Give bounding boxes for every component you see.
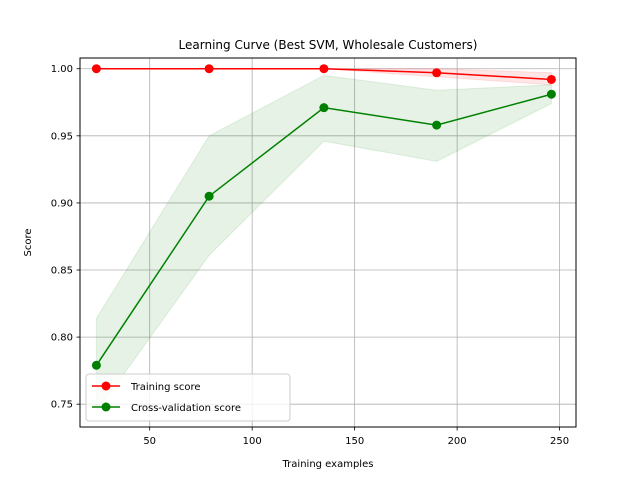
confidence-bands: [95, 68, 552, 414]
legend-marker-training: [101, 381, 111, 391]
series-1-point: [432, 120, 442, 130]
y-axis-title: Score: [23, 228, 34, 256]
series-points: [91, 64, 556, 370]
x-tick-label: 250: [550, 436, 569, 447]
series-0-point: [319, 64, 329, 74]
legend: Training score Cross-validation score: [85, 373, 291, 422]
y-tick-label: 0.75: [51, 400, 73, 411]
x-axis-title: Training examples: [282, 459, 374, 470]
x-tick-label: 50: [143, 436, 156, 447]
plot-area-frame: [79, 57, 577, 428]
x-tick-label: 150: [345, 436, 364, 447]
series-1-point: [546, 89, 556, 99]
series-0-point: [204, 64, 214, 74]
series-0-point: [432, 68, 442, 78]
series-0-point: [546, 74, 556, 84]
y-axis-ticks: 0.75 0.80 0.85 0.90 0.95 1.00: [51, 64, 80, 411]
chart-title: Learning Curve (Best SVM, Wholesale Cust…: [179, 38, 478, 52]
y-tick-label: 0.95: [51, 131, 73, 142]
series-1-point: [319, 103, 329, 113]
y-tick-label: 0.85: [51, 266, 73, 277]
legend-label-cv: Cross-validation score: [131, 403, 241, 414]
legend-box: [85, 373, 291, 422]
y-tick-label: 1.00: [51, 64, 73, 75]
y-tick-label: 0.90: [51, 198, 73, 209]
legend-marker-cv: [101, 402, 111, 412]
series-1-point: [204, 191, 214, 201]
x-tick-label: 100: [243, 436, 262, 447]
legend-label-training: Training score: [130, 382, 201, 393]
series-0-point: [91, 64, 101, 74]
series-1-band: [95, 74, 552, 414]
x-axis-ticks: 50 100 150 200 250: [143, 427, 569, 447]
y-tick-label: 0.80: [51, 333, 73, 344]
series-1-point: [91, 360, 101, 370]
x-tick-label: 200: [448, 436, 467, 447]
